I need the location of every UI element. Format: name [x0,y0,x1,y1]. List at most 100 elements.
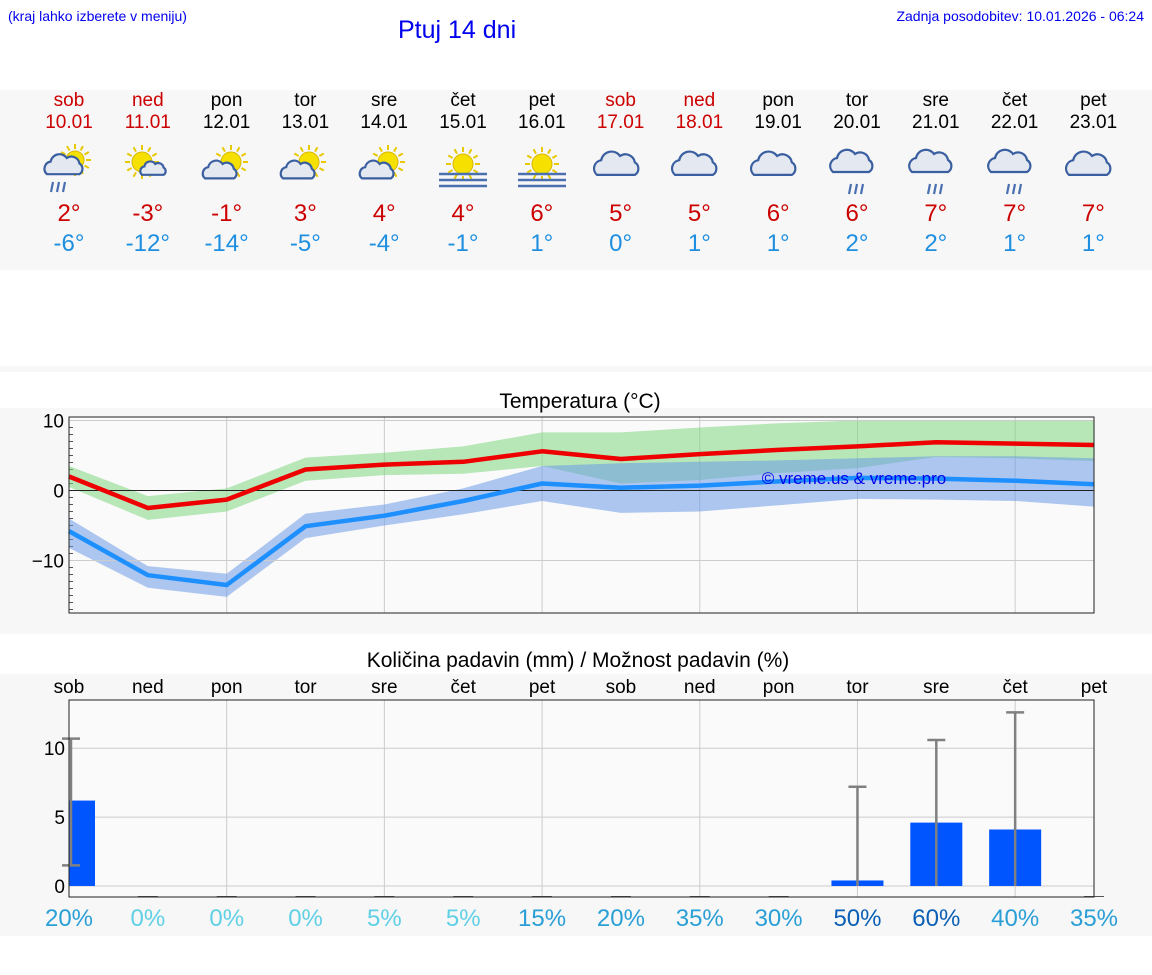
day-name: sob [53,90,85,111]
forecast-day: tor 20.01 6° 2° [817,90,897,258]
day-name: sob [605,90,636,111]
day-date: 17.01 [596,112,645,133]
sun-cloud-rain-icon [43,144,91,193]
forecast-day: ned 18.01 5° 1° [659,90,739,258]
day-date: 15.01 [439,112,487,133]
precipitation-probability-label: 0% [209,905,244,932]
min-temperature: -14° [204,230,249,257]
day-date: 16.01 [518,112,566,133]
day-name: pet [1080,90,1107,111]
x-category-label: sre [371,677,397,698]
max-temperature: 5° [609,200,633,227]
day-date: 23.01 [1069,112,1118,133]
y-tick-label: 5 [54,808,65,829]
precipitation-chart: Količina padavin (mm) / Možnost padavin … [44,649,1118,932]
x-category-label: tor [294,677,317,698]
max-temperature: 6° [766,200,790,227]
daily-forecast-strip: sob 10.01 2° -6° ned 11.01 -3° -12° pon 12.01 -1° -… [0,90,1152,270]
precipitation-bar [69,800,95,886]
sun-small-cloud-icon [124,145,167,179]
sun-fog-icon [517,147,566,188]
x-category-label: pet [1081,677,1108,698]
y-tick-label: 0 [54,877,65,898]
day-date: 20.01 [833,112,881,133]
last-update-text: Zadnja posodobitev: 10.01.2026 - 06:24 [896,8,1144,24]
min-temperature-range-band [69,456,1094,597]
x-category-label: ned [132,677,164,698]
max-temperature: 4° [372,200,396,227]
max-temperature: 3° [293,200,317,227]
y-tick-label: 10 [44,739,65,760]
forecast-day: čet 22.01 7° 1° [975,90,1055,258]
day-date: 21.01 [912,112,960,133]
day-date: 10.01 [45,112,93,133]
x-category-label: pet [529,677,556,698]
forecast-day: sob 10.01 2° -6° [29,90,109,258]
min-temperature: 2° [845,230,869,257]
min-temperature: 1° [1003,230,1027,257]
min-temperature: -5° [289,230,321,257]
y-tick-label: 10 [43,412,64,433]
cloud-rain-icon [907,148,953,195]
forecast-day: pon 12.01 -1° -14° [187,90,267,258]
x-category-label: sob [606,677,637,698]
min-temperature: 2° [924,230,948,257]
forecast-day: tor 13.01 3° -5° [265,90,345,258]
max-temperature-line [68,439,1095,511]
cloud-rain-icon [986,148,1032,195]
precipitation-probability-label: 35% [676,905,724,932]
day-name: ned [131,90,164,111]
day-date: 12.01 [202,112,251,133]
max-temperature: 7° [1081,200,1105,227]
cloud-icon [1065,150,1112,176]
forecast-day: čet 15.01 4° -1° [423,90,503,258]
precipitation-probability-label: 20% [45,905,93,932]
max-temperature: 4° [451,200,475,227]
day-name: pet [528,90,555,111]
x-category-label: čet [451,677,477,698]
min-temperature: 1° [766,230,790,257]
min-temperature: 1° [530,230,554,257]
forecast-day: sre 14.01 4° -4° [344,90,424,258]
min-temperature: -4° [368,230,400,257]
day-date: 11.01 [124,112,171,133]
max-temperature: -3° [132,200,164,227]
x-category-label: čet [1002,677,1028,698]
day-date: 14.01 [360,112,408,133]
max-temperature: 6° [530,200,554,227]
min-temperature: -12° [125,230,170,257]
forecast-day: sre 21.01 7° 2° [896,90,976,258]
y-tick-label: 0 [53,482,64,503]
separator [0,366,1152,372]
day-date: 19.01 [754,112,802,133]
day-date: 18.01 [675,112,724,133]
cloud-rain-icon [829,148,874,195]
y-tick-label: −10 [32,552,64,573]
x-category-label: pon [763,677,795,698]
day-name: čet [450,90,476,111]
precipitation-probability-label: 0% [288,905,323,932]
forecast-day: pon 19.01 6° 1° [738,90,818,258]
precipitation-probability-label: 5% [367,905,402,932]
temperature-chart-title: Temperatura (°C) [499,390,660,413]
sun-cloud-icon [201,145,248,180]
cloud-icon [750,150,797,176]
max-temperature: 7° [924,200,948,227]
day-name: tor [845,90,869,111]
precipitation-probability-label: 60% [912,905,960,932]
day-name: pon [210,90,243,111]
day-name: sre [370,90,398,111]
precipitation-probability-label: 20% [597,905,645,932]
day-date: 13.01 [281,112,330,133]
precipitation-probability-label: 35% [1070,905,1118,932]
precipitation-probability-label: 50% [833,905,881,932]
day-name: ned [683,90,716,111]
sun-fog-icon [439,147,487,188]
forecast-day: sob 17.01 5° 0° [581,90,661,258]
x-category-label: pon [211,677,243,698]
day-date: 22.01 [990,112,1039,133]
precipitation-probability-label: 40% [991,905,1039,932]
precipitation-chart-title: Količina padavin (mm) / Možnost padavin … [367,649,790,672]
precipitation-probability-label: 0% [131,905,166,932]
x-category-label: tor [846,677,869,698]
